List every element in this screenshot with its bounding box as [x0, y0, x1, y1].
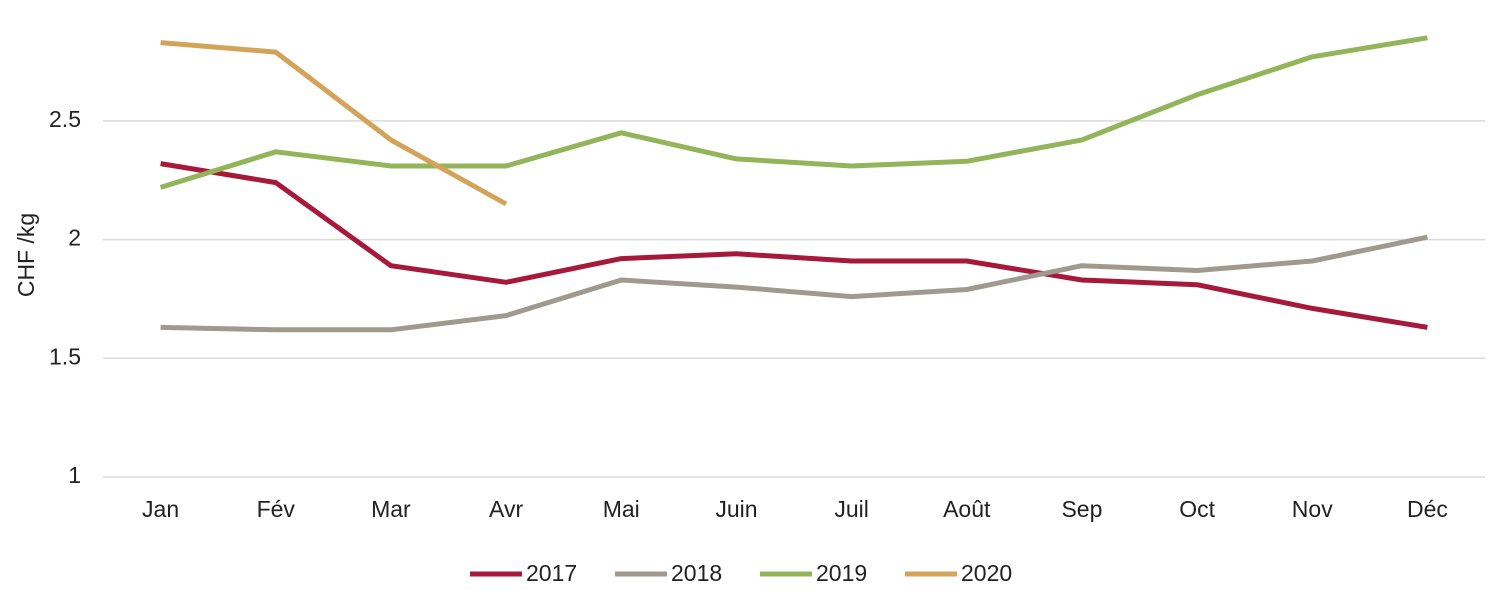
series-line	[159, 35, 1428, 190]
series-line	[160, 161, 1428, 330]
x-tick-label: Juin	[715, 496, 757, 522]
x-tick-label: Sep	[1061, 496, 1102, 522]
series-line	[160, 234, 1428, 333]
x-tick-label: Fév	[257, 496, 296, 522]
x-tick-label: Déc	[1407, 496, 1448, 522]
x-tick-label: Août	[943, 496, 991, 522]
legend-label: 2019	[816, 560, 867, 586]
y-tick-label: 1.5	[49, 343, 81, 369]
x-tick-label: Mar	[371, 496, 411, 522]
x-tick-label: Juil	[834, 496, 869, 522]
legend-label: 2017	[526, 560, 577, 586]
x-tick-label: Jan	[142, 496, 179, 522]
y-tick-label: 1	[68, 462, 81, 488]
x-tick-label: Oct	[1179, 496, 1215, 522]
x-tick-label: Avr	[489, 496, 523, 522]
x-tick-label: Mai	[603, 496, 640, 522]
legend-label: 2020	[961, 560, 1012, 586]
x-tick-label: Nov	[1292, 496, 1333, 522]
legend-label: 2018	[671, 560, 722, 586]
y-tick-label: 2.5	[49, 106, 81, 132]
series-line	[160, 40, 508, 207]
y-tick-label: 2	[68, 225, 81, 251]
y-axis-label: CHF /kg	[13, 213, 39, 297]
